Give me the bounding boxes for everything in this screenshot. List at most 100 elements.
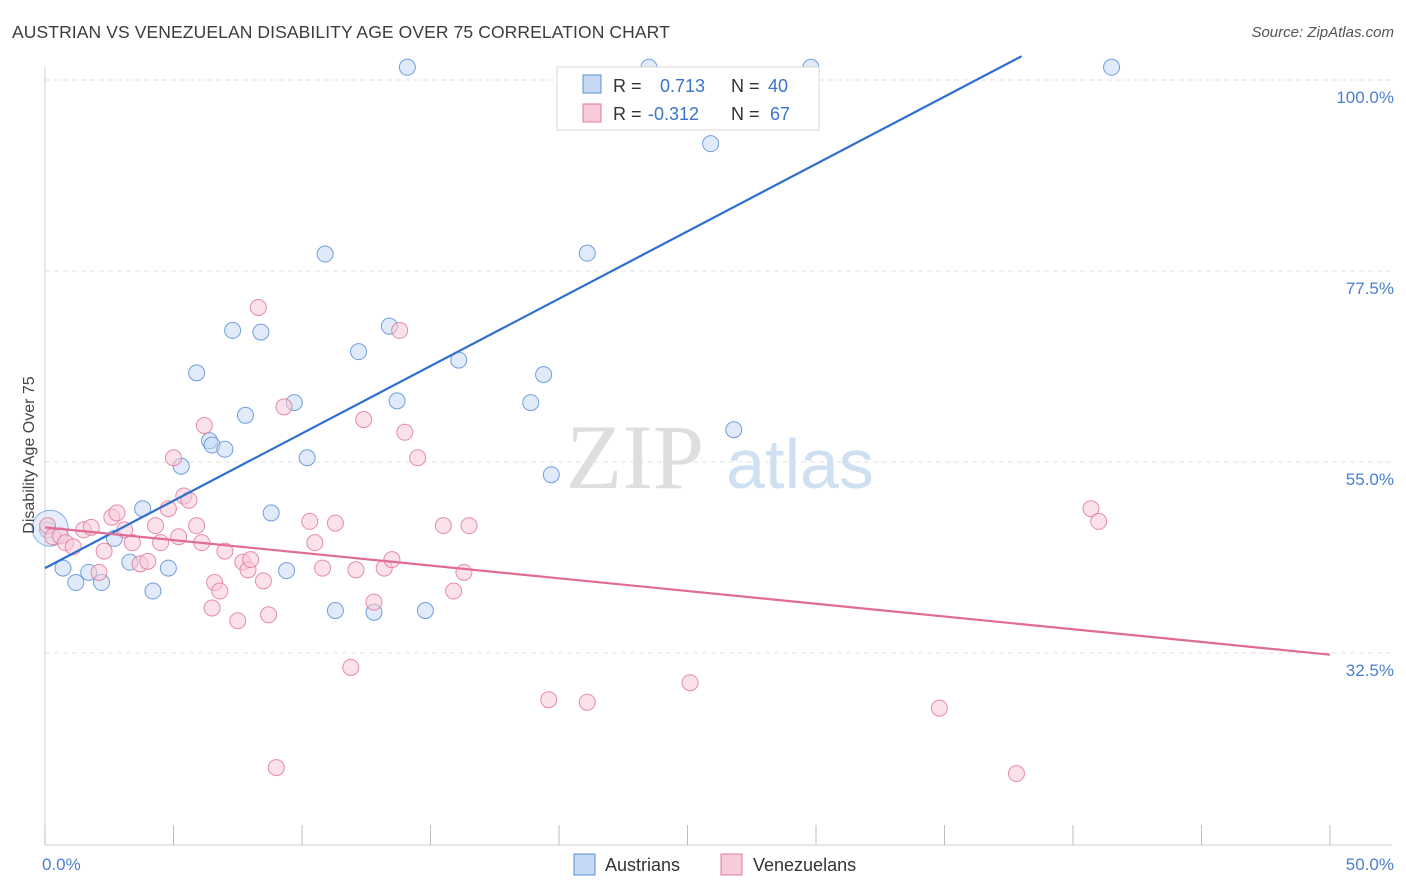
austrians-point-39 (1103, 58, 1121, 76)
austrians-point-33 (542, 466, 560, 484)
venezuelans-point-12 (123, 534, 141, 552)
y-axis-label: Disability Age Over 75 (21, 376, 38, 534)
austrians-point-2 (67, 574, 85, 592)
venezuelans-point-7 (90, 563, 108, 581)
venezuelans-point-45 (365, 593, 383, 611)
austrians-point-36 (702, 135, 720, 153)
legend-r-value-austrians: 0.713 (660, 76, 705, 96)
venezuelans-point-50 (409, 449, 427, 467)
venezuelans-point-38 (301, 512, 319, 530)
austrians-point-21 (298, 449, 316, 467)
venezuelans-point-10 (108, 504, 126, 522)
austrians-point-16 (236, 406, 254, 424)
y-tick-label-1: 77.5% (1346, 279, 1394, 298)
venezuelans-point-19 (170, 528, 188, 546)
venezuelans-point-22 (188, 517, 206, 535)
bottom-legend-venezuelans: Venezuelans (753, 855, 856, 875)
venezuelans-point-24 (195, 416, 213, 434)
legend-r-label-venezuelans: R = (613, 104, 642, 124)
trend-lines (44, 55, 1331, 656)
venezuelans-point-32 (242, 551, 260, 569)
austrians-trend-line (44, 55, 1023, 570)
austrians-point-8 (144, 582, 162, 600)
watermark-zip: ZIP (566, 406, 704, 508)
venezuelans-point-35 (260, 606, 278, 624)
venezuelans-point-54 (460, 517, 478, 535)
venezuelans-point-15 (147, 517, 165, 535)
austrians-point-22 (316, 245, 334, 263)
venezuelans-point-57 (681, 674, 699, 692)
venezuelans-points (39, 299, 1108, 783)
venezuelans-point-29 (229, 612, 247, 630)
austrians-point-18 (262, 504, 280, 522)
series-legend: Austrians Venezuelans (573, 853, 856, 876)
chart-title: AUSTRIAN VS VENEZUELAN DISABILITY AGE OV… (12, 22, 670, 42)
venezuelans-point-34 (254, 572, 272, 590)
venezuelans-point-58 (930, 699, 948, 717)
venezuelans-point-33 (249, 299, 267, 317)
austrians-point-17 (252, 323, 270, 341)
bottom-legend-swatch-austrians (573, 853, 596, 876)
venezuelans-point-42 (342, 658, 360, 676)
venezuelans-trend-line (44, 526, 1331, 656)
austrians-point-24 (350, 343, 368, 361)
venezuelans-point-25 (203, 599, 221, 617)
axes (44, 67, 1392, 846)
austrians-point-29 (416, 602, 434, 620)
bottom-legend-austrians: Austrians (605, 855, 680, 875)
legend-n-label-austrians: N = (731, 76, 760, 96)
venezuelans-point-61 (1090, 512, 1108, 530)
legend-r-label-austrians: R = (613, 76, 642, 96)
austrians-point-19 (278, 562, 296, 580)
watermark-atlas: atlas (726, 425, 874, 503)
legend-r-value-venezuelans: -0.312 (648, 104, 699, 124)
austrians-point-37 (725, 421, 743, 439)
venezuelans-point-40 (314, 559, 332, 577)
austrians-point-14 (216, 440, 234, 458)
correlation-legend: R = 0.713 N = 40 R = -0.312 N = 67 (556, 66, 820, 131)
x-tick-label-0: 0.0% (42, 855, 81, 874)
austrians-point-1 (54, 559, 72, 577)
venezuelans-point-14 (139, 552, 157, 570)
bottom-legend-swatch-venezuelans (720, 853, 743, 876)
venezuelans-point-60 (1082, 500, 1100, 518)
venezuelans-point-28 (216, 542, 234, 560)
legend-n-label-venezuelans: N = (731, 104, 760, 124)
venezuelans-point-37 (275, 398, 293, 416)
venezuelans-point-27 (211, 582, 229, 600)
venezuelans-point-44 (355, 411, 373, 429)
venezuelans-point-51 (434, 517, 452, 535)
legend-swatch-venezuelans (582, 103, 602, 123)
venezuelans-point-48 (391, 321, 409, 339)
y-tick-label-2: 55.0% (1346, 470, 1394, 489)
legend-n-value-austrians: 40 (768, 76, 788, 96)
legend-swatch-austrians (582, 74, 602, 94)
venezuelans-point-36 (267, 759, 285, 777)
venezuelans-point-43 (347, 561, 365, 579)
venezuelans-point-47 (383, 551, 401, 569)
venezuelans-point-55 (540, 691, 558, 709)
austrians-point-34 (578, 244, 596, 262)
austrians-point-15 (224, 321, 242, 339)
austrians-point-11 (188, 364, 206, 382)
venezuelans-point-59 (1007, 765, 1025, 783)
venezuelans-point-41 (326, 514, 344, 532)
austrians-points (31, 58, 1121, 621)
watermark: ZIP atlas (566, 406, 874, 508)
legend-n-value-venezuelans: 67 (770, 104, 790, 124)
venezuelans-point-56 (578, 693, 596, 711)
y-tick-label-0: 100.0% (1336, 88, 1394, 107)
austrians-point-28 (398, 58, 416, 76)
austrians-point-9 (159, 559, 177, 577)
axis-ticks: 0.0% 50.0% 100.0% 77.5% 55.0% 32.5% (42, 88, 1394, 874)
source-label: Source: ZipAtlas.com (1251, 24, 1394, 41)
venezuelans-point-18 (165, 449, 182, 467)
venezuelans-point-52 (445, 582, 463, 600)
austrians-point-23 (326, 602, 344, 620)
y-tick-label-3: 32.5% (1346, 661, 1394, 680)
venezuelans-point-39 (306, 534, 324, 552)
venezuelans-point-16 (152, 534, 170, 552)
x-tick-label-1: 50.0% (1346, 855, 1394, 874)
austrians-point-31 (522, 394, 540, 412)
